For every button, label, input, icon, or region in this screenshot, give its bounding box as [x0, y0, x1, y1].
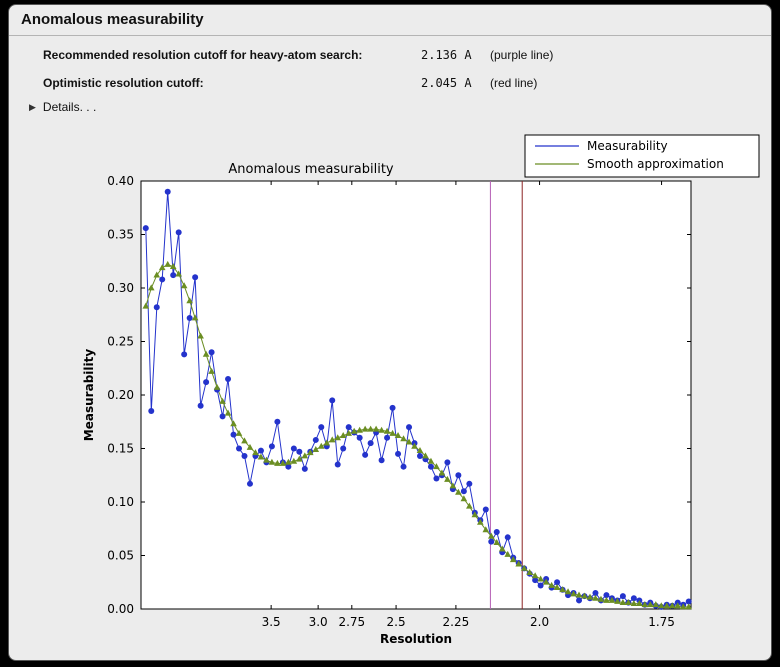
- optimistic-cutoff-label: Optimistic resolution cutoff:: [43, 76, 204, 90]
- optimistic-cutoff-value: 2.045 A: [421, 76, 472, 90]
- svg-text:0.20: 0.20: [107, 388, 134, 402]
- svg-text:3.5: 3.5: [262, 615, 281, 629]
- svg-text:0.30: 0.30: [107, 281, 134, 295]
- svg-text:Resolution: Resolution: [380, 632, 452, 646]
- svg-text:2.25: 2.25: [443, 615, 470, 629]
- svg-text:Measurability: Measurability: [82, 349, 96, 442]
- details-toggle[interactable]: ▶ Details. . .: [29, 100, 96, 114]
- optimistic-cutoff-note: (red line): [490, 76, 538, 90]
- recommended-cutoff-label: Recommended resolution cutoff for heavy-…: [43, 48, 363, 62]
- svg-text:0.25: 0.25: [107, 335, 134, 349]
- svg-text:0.15: 0.15: [107, 442, 134, 456]
- svg-text:0.00: 0.00: [107, 602, 134, 616]
- svg-text:0.10: 0.10: [107, 495, 134, 509]
- recommended-cutoff-row: Recommended resolution cutoff for heavy-…: [9, 48, 771, 64]
- svg-text:2.75: 2.75: [338, 615, 365, 629]
- recommended-cutoff-note: (purple line): [490, 48, 554, 62]
- svg-text:2.5: 2.5: [387, 615, 406, 629]
- page-title: Anomalous measurability: [21, 11, 204, 28]
- svg-text:Anomalous measurability: Anomalous measurability: [228, 162, 394, 177]
- recommended-cutoff-value: 2.136 A: [421, 48, 472, 62]
- divider: [9, 35, 771, 36]
- svg-text:3.0: 3.0: [309, 615, 328, 629]
- anomalous-measurability-window: Anomalous measurability Recommended reso…: [8, 4, 772, 661]
- svg-text:1.75: 1.75: [648, 615, 675, 629]
- svg-text:2.0: 2.0: [530, 615, 549, 629]
- details-label: Details. . .: [42, 100, 97, 114]
- svg-text:0.05: 0.05: [107, 549, 134, 563]
- svg-text:0.40: 0.40: [107, 174, 134, 188]
- svg-text:Measurability: Measurability: [587, 139, 668, 153]
- svg-text:0.35: 0.35: [107, 228, 134, 242]
- disclosure-triangle-icon: ▶: [29, 102, 36, 112]
- measurability-chart: Anomalous measurability 0.00 0.05 0.10 0.15 0…: [82, 134, 760, 646]
- optimistic-cutoff-row: Optimistic resolution cutoff: 2.045 A (r…: [9, 76, 771, 92]
- svg-text:Smooth approximation: Smooth approximation: [587, 157, 724, 171]
